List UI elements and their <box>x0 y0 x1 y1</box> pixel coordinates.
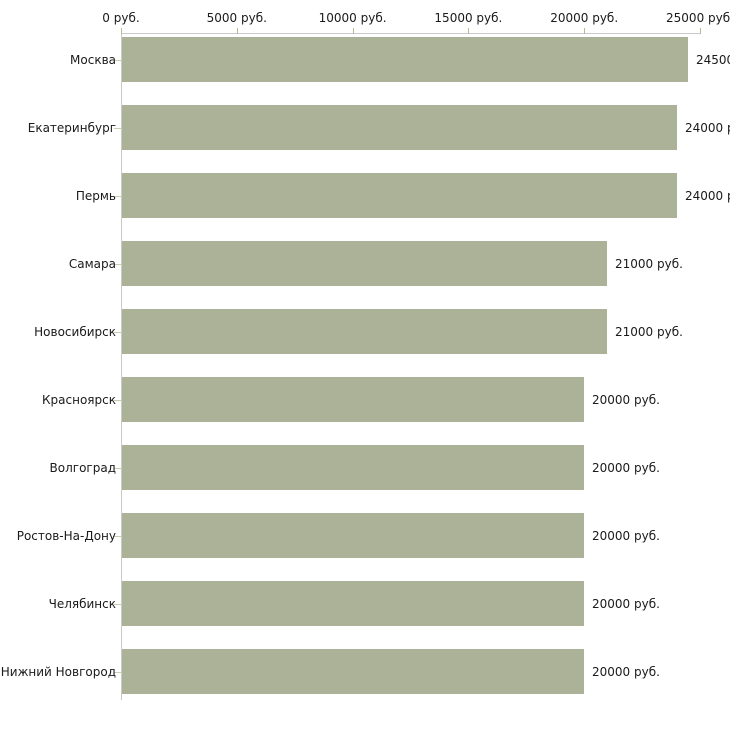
value-label: 20000 руб. <box>592 393 660 407</box>
bar <box>122 445 584 490</box>
y-axis-tick <box>114 332 121 333</box>
y-axis-tick <box>114 60 121 61</box>
category-label: Самара <box>68 257 116 271</box>
value-label: 20000 руб. <box>592 597 660 611</box>
y-axis-tick <box>114 400 121 401</box>
bar <box>122 105 677 150</box>
value-label: 21000 руб. <box>615 257 683 271</box>
category-label: Новосибирск <box>34 325 116 339</box>
value-label: 20000 руб. <box>592 529 660 543</box>
bar <box>122 309 607 354</box>
bar <box>122 241 607 286</box>
x-axis-tick <box>468 28 470 34</box>
value-label: 24500 руб. <box>696 53 730 67</box>
x-axis-tick <box>352 28 354 34</box>
x-axis-tick-label: 25000 руб. <box>666 11 730 25</box>
y-axis-line <box>121 33 122 700</box>
category-label: Екатеринбург <box>27 121 116 135</box>
value-label: 20000 руб. <box>592 461 660 475</box>
x-axis-tick-label: 15000 руб. <box>434 11 503 25</box>
value-label: 20000 руб. <box>592 665 660 679</box>
y-axis-tick <box>114 264 121 265</box>
category-label: Нижний Новгород <box>0 665 116 679</box>
category-label: Волгоград <box>49 461 116 475</box>
category-label: Москва <box>70 53 116 67</box>
x-axis-tick-label: 0 руб. <box>102 11 140 25</box>
category-label: Пермь <box>75 189 116 203</box>
bar <box>122 377 584 422</box>
value-label: 24000 руб. <box>685 189 730 203</box>
bar <box>122 37 688 82</box>
value-label: 24000 руб. <box>685 121 730 135</box>
y-axis-tick <box>114 468 121 469</box>
category-label: Челябинск <box>48 597 116 611</box>
x-axis-tick-label: 20000 руб. <box>550 11 619 25</box>
x-axis-tick-label: 5000 руб. <box>206 11 267 25</box>
y-axis-tick <box>114 536 121 537</box>
y-axis-tick <box>114 604 121 605</box>
y-axis-tick <box>114 672 121 673</box>
bar <box>122 513 584 558</box>
value-label: 21000 руб. <box>615 325 683 339</box>
x-axis-line <box>121 33 701 34</box>
x-axis-tick <box>236 28 238 34</box>
y-axis-tick <box>114 128 121 129</box>
x-axis-tick <box>121 28 122 34</box>
bar <box>122 649 584 694</box>
x-axis-tick-label: 10000 руб. <box>318 11 387 25</box>
category-label: Ростов-На-Дону <box>16 529 116 543</box>
x-axis-tick <box>700 28 701 34</box>
bar <box>122 581 584 626</box>
category-label: Красноярск <box>42 393 116 407</box>
y-axis-tick <box>114 196 121 197</box>
x-axis-tick <box>584 28 586 34</box>
bar <box>122 173 677 218</box>
